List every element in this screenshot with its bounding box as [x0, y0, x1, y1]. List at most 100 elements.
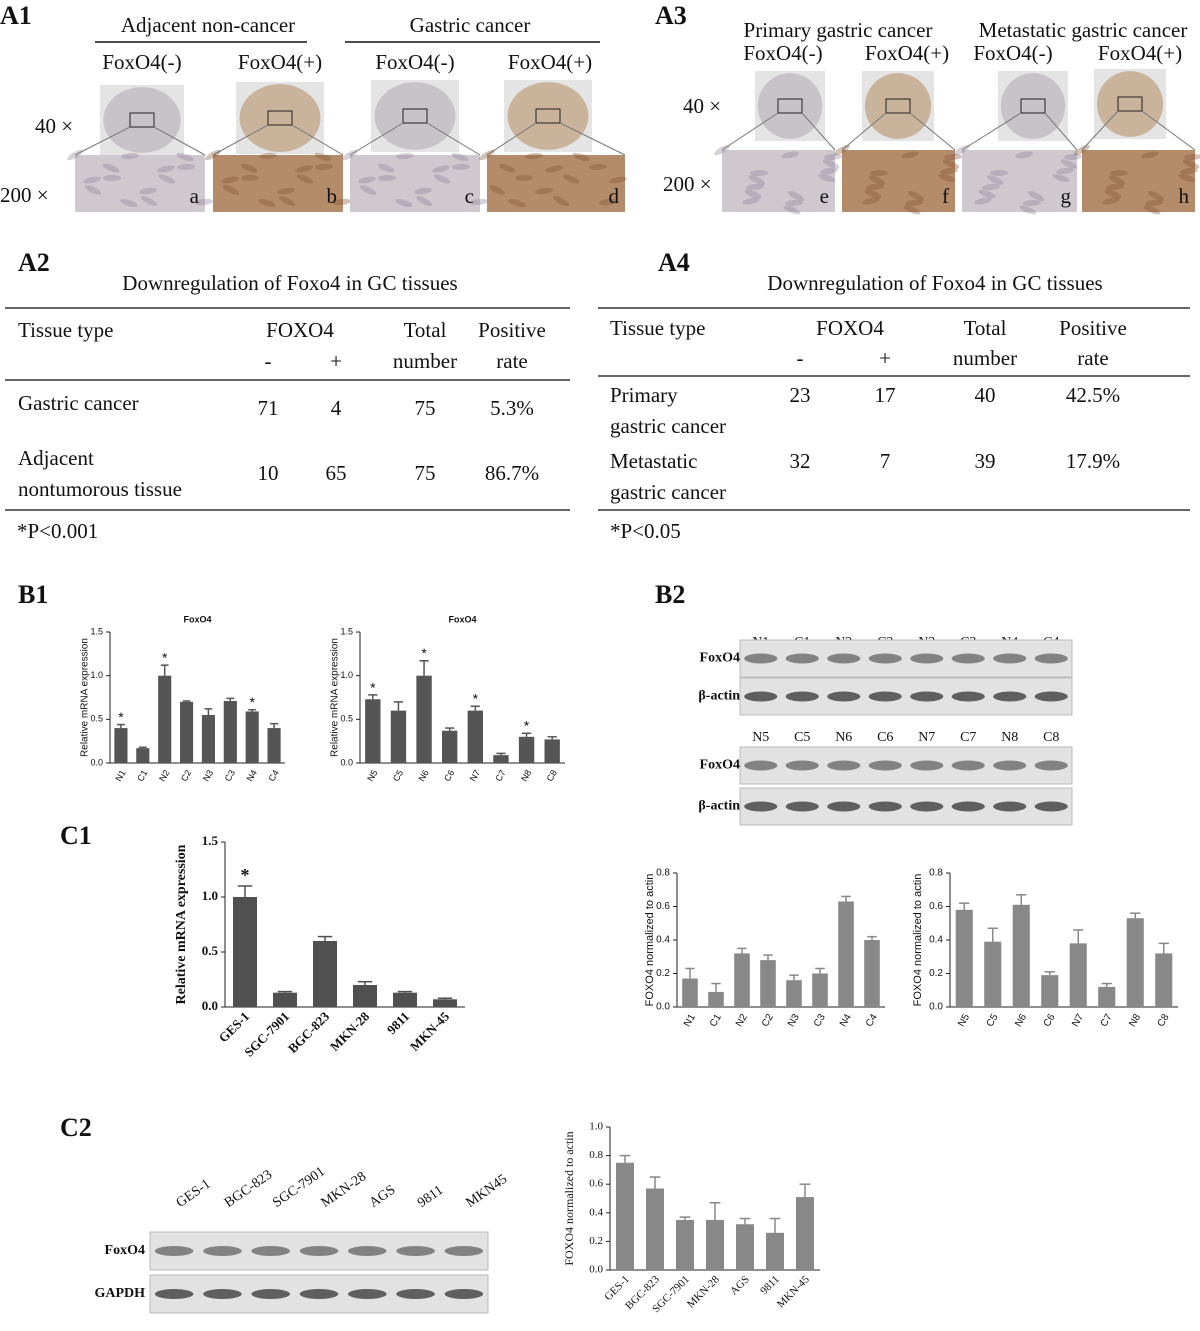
tissue-texture [195, 198, 213, 206]
x-tick-label: N7 [468, 768, 482, 783]
blot-band [347, 1289, 387, 1299]
blot-band [993, 691, 1027, 702]
table-header: Tissue type [610, 316, 706, 340]
table-title: Downregulation of Foxo4 in GC tissues [767, 271, 1102, 295]
tissue-texture [377, 163, 395, 173]
tissue-texture [1052, 174, 1070, 182]
y-tick-label: 1.5 [340, 626, 353, 636]
group-label: Adjacent non-cancer [121, 13, 295, 37]
image-letter: f [942, 184, 949, 208]
blot-band [827, 801, 861, 812]
tissue-texture [903, 205, 921, 215]
zoom-line [801, 112, 836, 151]
column-label: FoxO4(-) [375, 50, 454, 74]
y-tick-label: 0.0 [929, 1002, 943, 1013]
x-tick-label: N4 [245, 768, 259, 783]
tissue-texture [862, 197, 880, 205]
bar [416, 675, 432, 763]
zoom-line [74, 126, 131, 156]
tissue-texture [864, 189, 882, 199]
table-header: Total [964, 316, 1007, 340]
table-subheader: - [797, 346, 804, 370]
blot-band [744, 691, 778, 702]
significance-marker: * [162, 650, 168, 666]
tissue-texture [1102, 197, 1120, 205]
bar [1069, 943, 1087, 1007]
tissue-image [722, 150, 835, 212]
zoom-line [486, 122, 537, 156]
y-tick-label: 0.4 [656, 935, 670, 946]
y-tick-label: 0.5 [202, 943, 219, 958]
blot-band [827, 760, 861, 771]
tissue-texture [433, 174, 451, 184]
lane-label: C8 [1043, 730, 1059, 745]
table-header: Positive [478, 318, 546, 342]
tissue-texture [120, 199, 138, 207]
tissue-texture [572, 152, 590, 162]
lane-label: C7 [960, 730, 976, 745]
tissue-texture [552, 196, 570, 206]
y-tick-label: 0.4 [929, 935, 943, 946]
tissue-texture [783, 205, 801, 215]
tissue-texture [942, 159, 960, 169]
blot-band [993, 801, 1027, 812]
tissue-texture [1064, 153, 1082, 161]
bar [706, 1219, 724, 1270]
column-label: FoxO4(-) [973, 41, 1052, 65]
table-header: Positive [1059, 316, 1127, 340]
blot-band [827, 653, 861, 664]
tissue-core [239, 84, 321, 152]
tissue-texture [1178, 174, 1196, 182]
tissue-texture [822, 159, 840, 169]
lane-label: N6 [835, 730, 852, 745]
y-tick-label: 0.0 [656, 1002, 670, 1013]
blot-band [203, 1289, 242, 1299]
group-label: Gastric cancer [410, 13, 531, 37]
lane-label: N7 [918, 730, 935, 745]
tissue-texture [818, 174, 836, 182]
y-tick-label: 0.8 [656, 868, 670, 879]
tissue-texture [221, 176, 239, 184]
bar [180, 701, 194, 763]
tissue-texture [990, 169, 1008, 177]
image-letter: a [190, 184, 200, 208]
tissue-texture [714, 144, 730, 156]
tissue-core [1000, 73, 1066, 139]
panel-label: B1 [18, 580, 48, 609]
bar [353, 985, 377, 1007]
y-tick-label: 1.5 [90, 626, 103, 636]
bar [201, 714, 215, 763]
zoom-box [885, 98, 911, 114]
significance-marker: * [241, 865, 250, 885]
tissue-texture [102, 163, 120, 173]
tissue-image [350, 155, 480, 212]
tissue-texture [905, 199, 923, 207]
tissue-texture [1184, 153, 1200, 161]
blot-band [868, 653, 902, 664]
tissue-texture [358, 176, 376, 184]
panel-label: B2 [655, 580, 685, 609]
blot-band [910, 653, 944, 664]
tissue-texture [1104, 189, 1122, 199]
bar [267, 728, 281, 763]
table-cell: 65 [326, 461, 347, 485]
tissue-texture [1145, 199, 1163, 207]
image-letter: b [327, 184, 338, 208]
tissue-texture [944, 153, 962, 161]
blot-band [951, 691, 985, 702]
zoom-box [1020, 98, 1046, 114]
panel-label: C1 [60, 821, 92, 850]
blot-band [251, 1289, 291, 1299]
tissue-texture [342, 149, 358, 161]
chart-title: FoxO4 [448, 614, 476, 624]
tissue-texture [451, 152, 469, 162]
y-tick-label: 1.0 [202, 888, 218, 903]
tissue-image [962, 150, 1077, 212]
y-tick-label: 0.0 [90, 757, 103, 767]
tissue-texture [746, 183, 764, 191]
blot-band [299, 1289, 339, 1299]
tissue-texture [986, 175, 1004, 185]
table-cell: 39 [975, 449, 996, 473]
magnification-label: 40 × [683, 94, 721, 118]
tissue-texture [488, 185, 506, 195]
